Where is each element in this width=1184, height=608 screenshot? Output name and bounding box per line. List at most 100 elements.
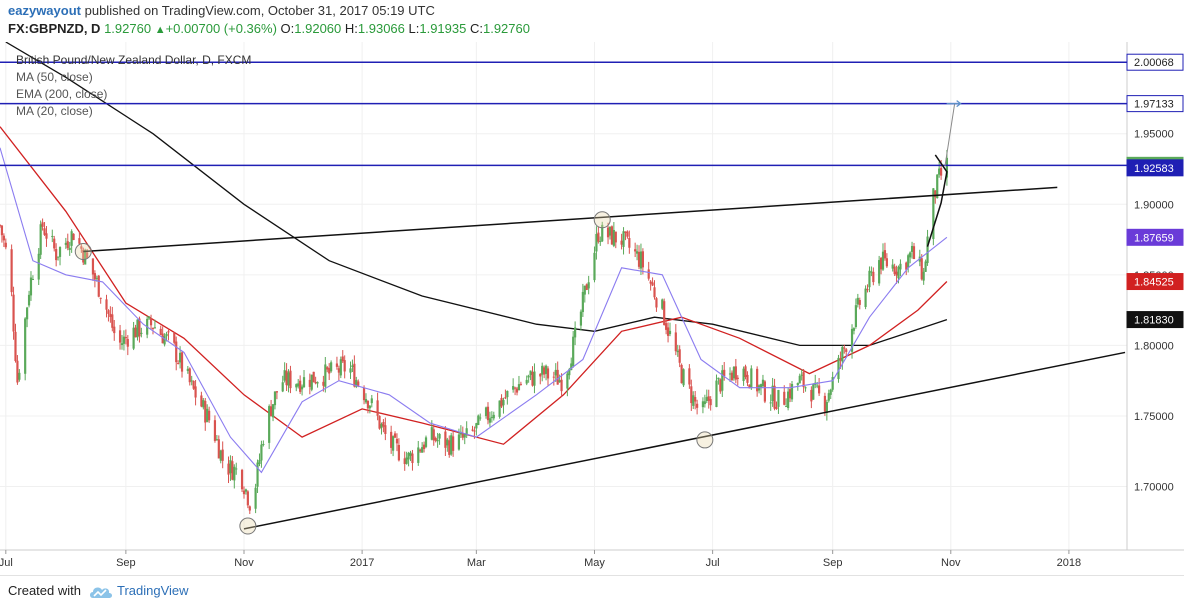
price-badge [1126,53,1184,71]
candle-body [812,383,815,400]
candle-body [407,453,410,460]
candle-body [461,433,464,438]
candle-body [878,260,881,284]
time-axis[interactable]: Jul Sep Nov 2017 Mar May Jul Sep Nov 2018 [0,550,1081,569]
candle-body [647,269,650,279]
author-link[interactable]: eazywayout [8,3,81,18]
pivot-marker [239,517,257,535]
plot-area[interactable] [0,42,1127,550]
candle-body [18,372,21,380]
candle-body [634,249,637,252]
tradingview-link[interactable]: TradingView [117,583,189,598]
pivot-marker [593,211,611,229]
candle-body [922,271,925,281]
candle-body [775,407,778,409]
price-badge [1126,95,1184,113]
price-tick-label: 1.90000 [1134,199,1174,211]
candle-body [938,168,941,175]
candle-body [37,253,40,280]
candle-body [302,377,306,388]
candle-body [719,379,722,392]
candle-body [680,364,683,384]
candle-body [457,434,461,450]
candle-body [490,416,493,418]
candle-body [326,367,329,370]
candle-body [593,252,596,281]
time-tick-label: Mar [467,557,486,569]
candle-body [105,299,108,310]
candle-body [221,449,224,461]
candle-body [351,365,354,367]
candle-body [665,323,668,330]
candle-body [370,398,373,404]
candle-body [610,226,614,245]
candle-body [382,422,385,427]
candle-body [231,461,234,480]
candle-body [624,231,627,233]
candle-body [558,380,561,383]
candle-body [566,373,569,389]
candle-body [560,379,563,392]
candle-body [390,431,393,448]
candle-body [126,339,129,347]
candle-body [300,386,304,390]
candle-body [39,224,42,255]
candle-body [194,386,197,398]
candle-body [746,374,749,383]
close-label: C: [469,21,483,36]
candle-body [736,377,739,379]
candle-body [601,224,604,242]
candle-body [885,258,888,267]
candle-body [895,271,898,276]
candle-body [465,428,468,435]
ma50-layer [0,126,948,445]
price-chart[interactable]: 1.700001.750001.800001.850001.900001.950… [0,42,1184,575]
candle-body [186,368,189,371]
candle-body [785,406,788,408]
candle-body [27,294,31,306]
candle-body [339,359,342,376]
candle-body [628,238,631,248]
price-tick-label: 1.95000 [1134,129,1174,141]
ma20-layer [0,147,948,474]
candle-body [730,372,734,381]
candle-body [641,251,644,268]
candle-body [926,236,929,264]
candle-body [500,397,503,407]
candle-body [215,439,218,441]
candle-body [802,372,805,388]
candle-body [53,238,56,249]
candle-body [771,385,774,402]
candle-body [639,251,643,269]
candle-body [97,275,100,297]
candle-body [818,385,821,394]
candle-body [312,371,315,383]
candle-body [936,174,939,199]
legend-ema200: EMA (200, close) [16,87,107,101]
candle-body [554,369,557,376]
candle-body [651,282,654,286]
tradingview-cloud-icon[interactable] [88,584,114,600]
candle-body [353,363,356,387]
candle-body [798,375,801,384]
candle-body [705,397,708,402]
candle-body [934,190,937,198]
candle-body [364,399,368,403]
time-tick-label: Sep [823,557,843,569]
candle-body [583,285,586,295]
candle-body [841,346,844,362]
ma50-line [0,126,948,445]
price-change: +0.00700 (+0.36%) [165,21,277,36]
low-label: L: [408,21,420,36]
candle-body [674,332,677,352]
candle-body [438,433,441,439]
candle-body [84,250,87,265]
candle-body [796,383,799,386]
candle-body [707,396,710,401]
candle-body [653,287,656,298]
candle-body [682,369,685,386]
candle-body [608,226,612,236]
candle-body [488,418,492,423]
candle-body [663,301,666,326]
candle-body [417,447,420,463]
